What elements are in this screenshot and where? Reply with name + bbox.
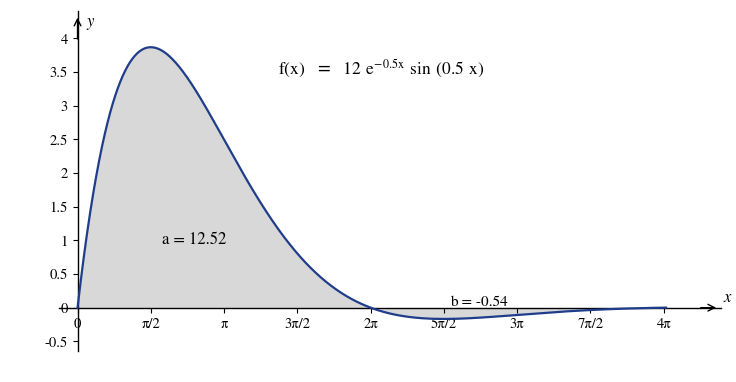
Text: a = 12.52: a = 12.52	[162, 232, 227, 248]
Text: $\mathregular{f(x)}$  $=$  $\mathregular{12\ e^{-0.5x}\ sin\ (0.5\ x)}$: $\mathregular{f(x)}$ $=$ $\mathregular{1…	[278, 58, 485, 80]
Text: b = -0.54: b = -0.54	[450, 296, 508, 309]
Text: y: y	[86, 13, 93, 29]
Text: x: x	[723, 290, 731, 306]
